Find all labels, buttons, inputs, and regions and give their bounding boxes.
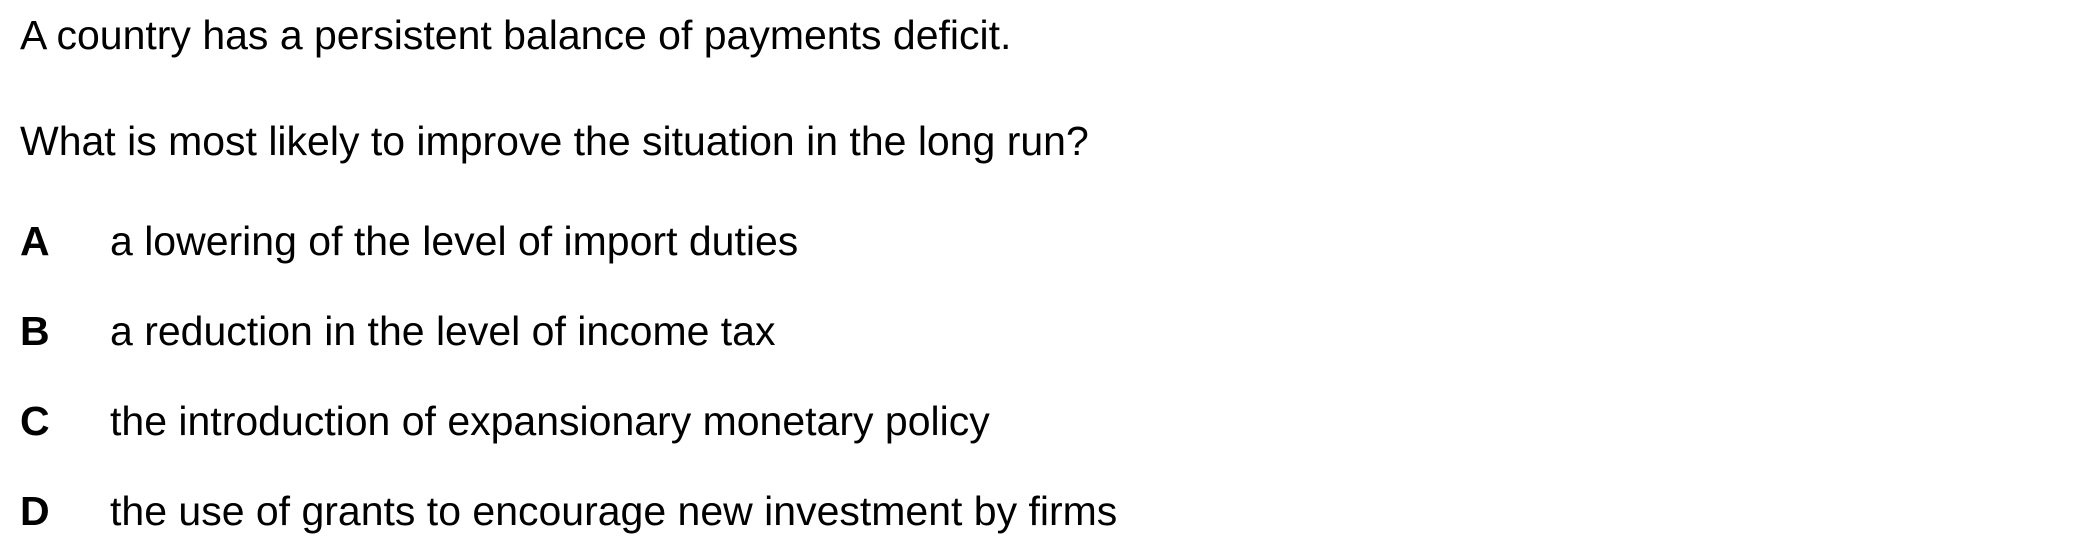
- option-d-letter: D: [20, 488, 50, 534]
- option-d-text: the use of grants to encourage new inves…: [110, 488, 1118, 534]
- option-c-text: the introduction of expansionary monetar…: [110, 398, 990, 444]
- question-context: A country has a persistent balance of pa…: [20, 12, 1012, 58]
- option-b-letter: B: [20, 308, 50, 354]
- option-c-letter: C: [20, 398, 50, 444]
- option-b-text: a reduction in the level of income tax: [110, 308, 776, 354]
- question-prompt: What is most likely to improve the situa…: [20, 118, 1089, 164]
- option-a-text: a lowering of the level of import duties: [110, 218, 799, 264]
- option-a-letter: A: [20, 218, 50, 264]
